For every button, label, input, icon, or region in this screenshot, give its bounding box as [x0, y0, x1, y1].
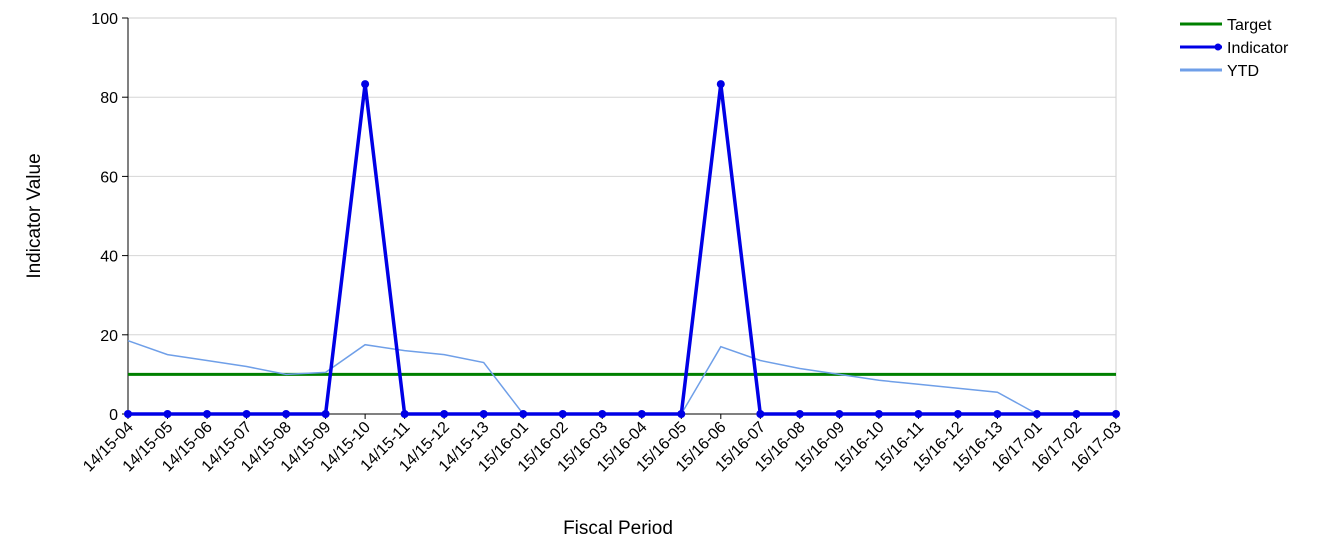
- indicator-data-point: [1032, 410, 1041, 418]
- indicator-data-point: [203, 410, 212, 418]
- indicator-data-point: [321, 410, 330, 418]
- ytd-legend-label: YTD: [1227, 63, 1259, 80]
- y-tick-labels: 0 20 40 60 80 100: [91, 11, 118, 424]
- indicator-data-point: [479, 410, 488, 418]
- axes: [122, 17, 1117, 419]
- indicator-data-point: [558, 410, 567, 418]
- indicator-data-point: [519, 410, 528, 418]
- indicator-data-point: [874, 410, 883, 418]
- indicator-data-point: [361, 80, 370, 89]
- indicator-data-point: [1072, 410, 1081, 418]
- indicator-legend-label: Indicator: [1227, 40, 1289, 57]
- indicator-data-point: [993, 410, 1002, 418]
- target-legend-label: Target: [1227, 17, 1272, 34]
- y-tick-label: 60: [100, 169, 118, 186]
- series-lines: [124, 80, 1120, 418]
- indicator-legend-marker: [1214, 43, 1222, 51]
- indicator-data-point: [598, 410, 607, 418]
- indicator-data-point: [242, 410, 251, 418]
- indicator-data-point: [914, 410, 923, 418]
- y-tick-label: 40: [100, 249, 118, 266]
- y-tick-label: 100: [91, 11, 118, 28]
- y-tick-label: 80: [100, 90, 118, 107]
- indicator-data-point: [835, 410, 844, 418]
- indicator-data-point: [795, 410, 804, 418]
- x-axis-title: Fiscal Period: [563, 518, 673, 539]
- indicator-data-point: [716, 80, 725, 89]
- y-tick-label: 20: [100, 328, 118, 345]
- indicator-data-point: [282, 410, 291, 418]
- indicator-data-point: [124, 410, 132, 418]
- indicator-data-point: [677, 410, 686, 418]
- gridlines: [127, 17, 1117, 415]
- y-tick-label: 0: [109, 407, 118, 424]
- indicator-data-point: [1112, 410, 1120, 418]
- ytd-series-line: [127, 339, 1116, 415]
- indicator-data-point: [163, 410, 172, 418]
- indicator-series-line: [128, 83, 1116, 416]
- x-tick-labels: 14/15-0414/15-0514/15-0614/15-0714/15-08…: [80, 419, 1125, 476]
- indicator-data-point: [756, 410, 765, 418]
- indicator-data-point: [953, 410, 962, 418]
- y-axis-title: Indicator Value: [24, 153, 45, 278]
- indicator-data-point: [637, 410, 646, 418]
- indicator-data-point: [440, 410, 449, 418]
- legend: Target Indicator YTD: [1180, 17, 1289, 80]
- indicator-data-point: [400, 410, 409, 418]
- plot-area: [127, 17, 1117, 415]
